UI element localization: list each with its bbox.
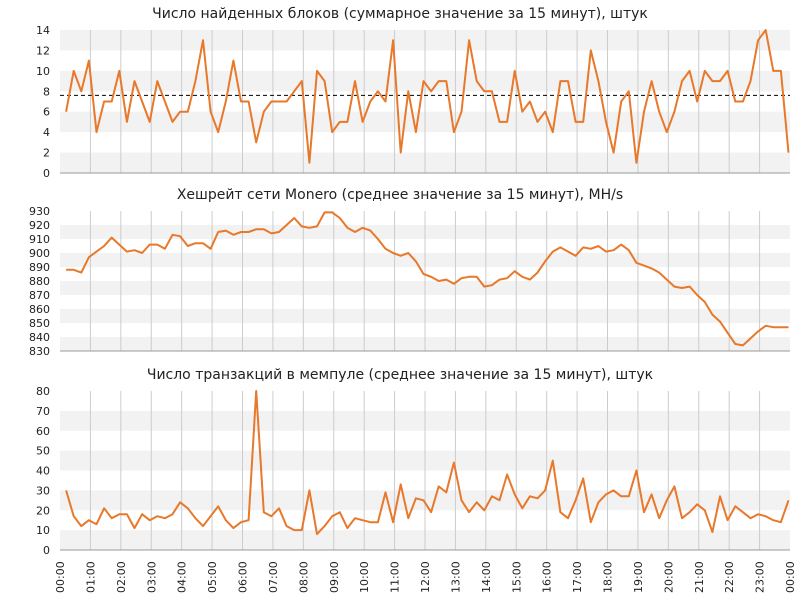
x-tick-label: 12:00 [419, 561, 432, 593]
x-tick-label: 22:00 [723, 561, 736, 593]
y-tick-label: 10 [36, 524, 50, 537]
y-tick-label: 870 [29, 289, 50, 302]
series-line [65, 390, 790, 536]
x-tick-label: 16:00 [541, 561, 554, 593]
chart-blocks-found: 0 2 4 6 8 10 12 14 Число найденных блоков (сумма… [36, 6, 790, 180]
y-tick-label: 840 [29, 331, 50, 344]
y-tick-label: 14 [36, 24, 50, 37]
x-tick-label: 21:00 [693, 561, 706, 593]
x-tick-label: 00:00 [784, 561, 797, 593]
y-tick-label: 910 [29, 233, 50, 246]
y-tick-label: 930 [29, 205, 50, 218]
x-tick-label: 05:00 [206, 561, 219, 593]
y-tick-label: 40 [36, 465, 50, 478]
y-tick-label: 12 [36, 44, 50, 57]
x-tick-label: 01:00 [84, 561, 97, 593]
series-line [66, 211, 789, 347]
y-tick-label: 80 [36, 385, 50, 398]
y-tick-label: 60 [36, 425, 50, 438]
y-tick-label: 20 [36, 504, 50, 517]
x-tick-label: 03:00 [145, 561, 158, 593]
y-tick-label: 0 [43, 167, 50, 180]
y-tick-label: 10 [36, 65, 50, 78]
chart-title: Хешрейт сети Monero (среднее значение за… [177, 187, 623, 203]
y-tick-label: 6 [43, 106, 50, 119]
x-tick-label: 11:00 [389, 561, 402, 593]
y-tick-label: 900 [29, 247, 50, 260]
y-tick-label: 30 [36, 484, 50, 497]
x-tick-label: 18:00 [602, 561, 615, 593]
chart-mempool-transactions: 0 10 20 30 40 50 60 70 80 Число транзакций в мемп… [36, 367, 790, 557]
y-tick-label: 920 [29, 219, 50, 232]
y-tick-label: 850 [29, 317, 50, 330]
y-tick-label: 50 [36, 445, 50, 458]
y-tick-label: 8 [43, 85, 50, 98]
x-tick-label: 06:00 [237, 561, 250, 593]
x-tick-label: 08:00 [297, 561, 310, 593]
chart-title: Число транзакций в мемпуле (среднее знач… [147, 367, 653, 383]
x-tick-label: 23:00 [754, 561, 767, 593]
x-tick-label: 02:00 [115, 561, 128, 593]
y-tick-label: 2 [43, 147, 50, 160]
x-tick-label: 19:00 [632, 561, 645, 593]
x-tick-label: 07:00 [267, 561, 280, 593]
x-tick-label: 17:00 [571, 561, 584, 593]
y-tick-label: 70 [36, 405, 50, 418]
x-tick-label: 14:00 [480, 561, 493, 593]
y-tick-label: 4 [43, 126, 50, 139]
y-tick-label: 880 [29, 275, 50, 288]
x-tick-label: 10:00 [358, 561, 371, 593]
x-tick-label: 20:00 [662, 561, 675, 593]
y-tick-label: 830 [29, 345, 50, 358]
x-tick-label: 15:00 [510, 561, 523, 593]
y-tick-label: 890 [29, 261, 50, 274]
x-tick-label: 00:00 [54, 561, 67, 593]
y-tick-label: 860 [29, 303, 50, 316]
x-tick-label: 13:00 [449, 561, 462, 593]
y-tick-label: 0 [43, 544, 50, 557]
x-tick-label: 09:00 [328, 561, 341, 593]
series-line [65, 29, 790, 164]
chart-title: Число найденных блоков (суммарное значен… [152, 6, 648, 22]
x-axis-time-labels: 00:00 01:00 02:00 03:00 04:00 05:00 06:00 07:00… [54, 561, 797, 593]
x-tick-label: 04:00 [176, 561, 189, 593]
